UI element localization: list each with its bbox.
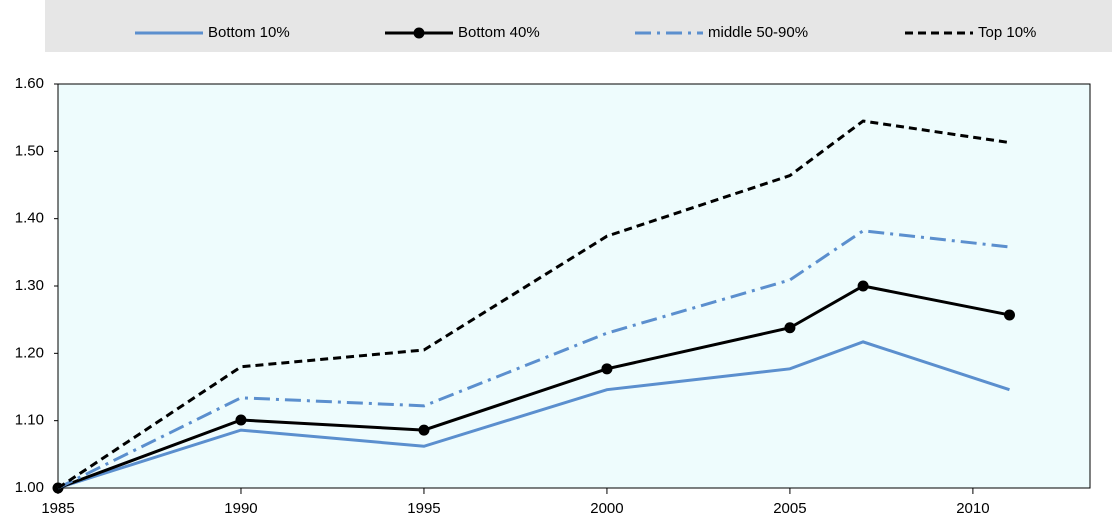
plot-area	[57, 83, 1091, 489]
y-tick-label: 1.20	[15, 344, 44, 361]
legend-label: Bottom 10%	[208, 24, 290, 41]
point	[784, 322, 796, 334]
x-tick-label: 2000	[590, 500, 623, 517]
x-tick-label: 1990	[224, 500, 257, 517]
y-tick-label: 1.40	[15, 210, 44, 227]
point	[235, 414, 247, 426]
point	[1003, 309, 1015, 321]
point	[418, 424, 430, 436]
y-tick-label: 1.10	[15, 412, 44, 429]
legend-marker	[413, 27, 425, 39]
point	[857, 280, 869, 292]
series-line	[57, 119, 1010, 490]
x-tick-label: 2010	[956, 500, 989, 517]
x-tick-label: 1985	[41, 500, 74, 517]
point	[601, 363, 613, 375]
y-tick-label: 1.30	[15, 277, 44, 294]
y-tick-label: 1.50	[15, 142, 44, 159]
legend-label: Top 10%	[978, 24, 1036, 41]
legend-label: middle 50-90%	[708, 24, 808, 41]
x-tick-label: 2005	[773, 500, 806, 517]
y-tick-label: 1.60	[15, 75, 44, 92]
x-tick-label: 1995	[407, 500, 440, 517]
legend-label: Bottom 40%	[458, 24, 540, 41]
y-tick-label: 1.00	[15, 479, 44, 496]
series-line	[57, 340, 1010, 490]
legend-band	[45, 0, 1112, 52]
